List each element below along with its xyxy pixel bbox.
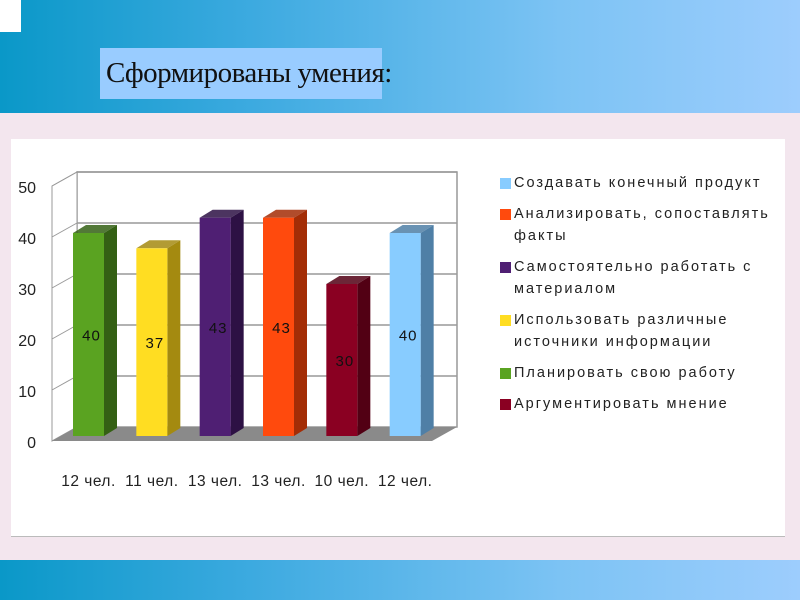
title-box: Сформированы умения: xyxy=(100,48,392,99)
gridline-side xyxy=(51,273,78,289)
legend-swatch xyxy=(500,399,511,410)
x-category-label: 13 чел. xyxy=(251,473,306,490)
bar xyxy=(199,217,231,436)
legend-swatch xyxy=(500,368,511,379)
bar-value-label: 40 xyxy=(399,328,418,345)
bar xyxy=(263,217,294,436)
bar-value-label: 37 xyxy=(145,335,164,352)
legend-label: Использовать различные источники информа… xyxy=(514,312,729,350)
legend-swatch xyxy=(500,209,511,220)
legend-label: Самостоятельно работать с материалом xyxy=(514,259,753,297)
bar-value-label: 43 xyxy=(272,320,291,337)
legend-item: Аргументировать мнение xyxy=(500,393,770,415)
x-category-label: 10 чел. xyxy=(315,473,370,490)
y-tick-label: 50 xyxy=(18,180,36,197)
bar xyxy=(389,233,421,436)
legend-item: Использовать различные источники информа… xyxy=(500,309,770,353)
slide-title: Сформированы умения: xyxy=(106,57,392,89)
gridline-side xyxy=(51,375,78,391)
bar-side xyxy=(167,240,181,436)
bar-top xyxy=(326,276,371,284)
bar-top xyxy=(389,225,434,233)
bar-side xyxy=(294,209,307,436)
bar-value-label: 40 xyxy=(82,328,101,345)
x-category-label: 11 чел. xyxy=(125,473,178,490)
legend-label: Планировать свою работу xyxy=(514,365,737,381)
bar-top xyxy=(73,225,117,233)
legend-item: Самостоятельно работать с материалом xyxy=(500,256,770,300)
legend-label: Анализировать, сопоставлять факты xyxy=(514,206,770,244)
legend-label: Аргументировать мнение xyxy=(514,396,729,412)
legend-item: Анализировать, сопоставлять факты xyxy=(500,203,770,247)
bar-side xyxy=(420,225,434,436)
bar xyxy=(326,284,358,436)
bar-side xyxy=(230,209,244,436)
bar-value-label: 30 xyxy=(335,353,354,370)
corner-block xyxy=(0,0,21,32)
bar-top xyxy=(136,240,181,249)
x-category-label: 12 чел. xyxy=(378,473,433,490)
y-tick-label: 40 xyxy=(18,231,36,248)
legend-item: Создавать конечный продукт xyxy=(500,172,770,194)
bar xyxy=(73,233,104,436)
legend-swatch xyxy=(500,262,511,273)
legend-swatch xyxy=(500,178,511,189)
bar xyxy=(136,248,168,436)
y-tick-label: 0 xyxy=(27,435,36,452)
footer-band xyxy=(0,560,800,600)
bar-side xyxy=(357,276,371,436)
gridline-side xyxy=(51,222,78,238)
gridline-side xyxy=(51,324,78,340)
x-category-label: 12 чел. xyxy=(61,473,116,490)
legend-swatch xyxy=(500,315,511,326)
legend-label: Создавать конечный продукт xyxy=(514,175,762,191)
y-tick-label: 30 xyxy=(18,282,36,299)
y-tick-label: 20 xyxy=(18,333,36,350)
bar-value-label: 43 xyxy=(209,320,228,337)
legend-item: Планировать свою работу xyxy=(500,362,770,384)
bar-top xyxy=(263,209,307,218)
gridline-side xyxy=(51,171,78,187)
bar-top xyxy=(199,209,244,218)
y-tick-label: 10 xyxy=(18,384,36,401)
bar-side xyxy=(104,225,117,436)
chart-legend: Создавать конечный продукт Анализировать,… xyxy=(500,172,770,424)
x-category-label: 13 чел. xyxy=(188,473,243,490)
